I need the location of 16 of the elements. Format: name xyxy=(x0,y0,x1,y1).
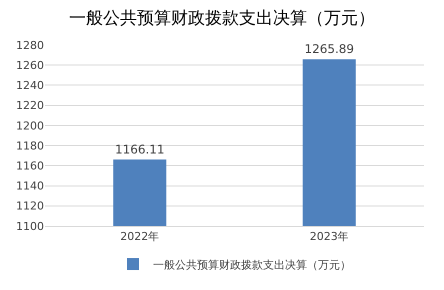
y-tick-label: 1180 xyxy=(16,139,44,152)
data-label: 1265.89 xyxy=(304,42,354,56)
y-tick-label: 1280 xyxy=(16,38,44,52)
y-tick-label: 1200 xyxy=(16,119,44,132)
y-tick-label: 1240 xyxy=(16,79,44,92)
data-label: 1166.11 xyxy=(114,142,165,157)
y-tick-label: 1160 xyxy=(16,160,44,173)
y-tick-label: 1260 xyxy=(16,58,44,72)
x-tick-label: 2023年 xyxy=(310,230,349,244)
y-tick-label: 1140 xyxy=(16,180,44,193)
x-tick-label: 2022年 xyxy=(120,230,160,244)
y-tick-label: 1100 xyxy=(16,220,44,233)
chart-title: 一般公共预算财政拨款支出决算（万元） xyxy=(69,8,375,28)
y-tick-label: 1120 xyxy=(16,200,44,213)
legend-label: 一般公共预算财政拨款支出决算（万元） xyxy=(153,258,351,272)
y-tick-label: 1220 xyxy=(16,99,44,112)
